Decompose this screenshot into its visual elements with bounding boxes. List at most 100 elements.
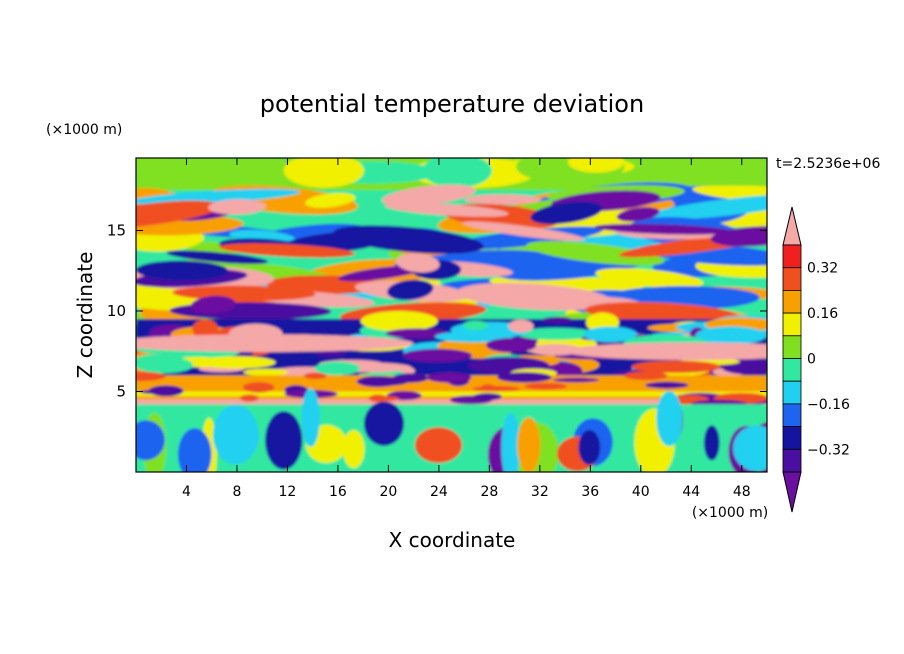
field-contour <box>497 372 552 383</box>
field-contour <box>578 429 601 465</box>
field-contour <box>136 158 176 172</box>
field-contour <box>462 221 585 241</box>
field-contour <box>139 389 183 395</box>
field-contour <box>239 394 259 402</box>
field-layer <box>136 391 767 397</box>
time-label: t=2.5236e+06 <box>776 156 880 172</box>
field-contour <box>542 316 573 324</box>
field-contour <box>463 320 488 331</box>
y-tick-label: 5 <box>116 382 126 400</box>
field-contour <box>414 427 463 464</box>
x-tick-label: 24 <box>430 484 448 500</box>
field-contour <box>473 393 502 401</box>
field-contour <box>524 382 567 390</box>
field-contour <box>342 430 365 469</box>
y-axis-label: Z coordinate <box>73 252 97 379</box>
y-axis-ticks: 5 10 15 <box>107 221 767 400</box>
colorbar-swatch <box>782 244 802 269</box>
field-contour <box>315 350 346 357</box>
colorbar-tick-label: −0.32 <box>807 442 850 458</box>
field-contour <box>595 268 704 288</box>
y-axis-unit: (×1000 m) <box>46 122 122 138</box>
field-contour <box>517 327 596 340</box>
field-contour <box>356 376 410 386</box>
x-tick-label: 8 <box>232 484 241 500</box>
colorbar-swatch <box>782 312 802 337</box>
field-contour <box>583 326 638 343</box>
x-tick-label: 20 <box>379 484 397 500</box>
plot-frame <box>135 157 768 473</box>
x-axis-label: X coordinate <box>389 528 516 552</box>
field-contour <box>686 158 750 177</box>
field-contour <box>530 201 603 225</box>
field-layer <box>136 399 767 405</box>
field-contour <box>402 348 473 363</box>
chart-title: potential temperature deviation <box>260 90 644 118</box>
colorbar-swatch <box>782 426 802 450</box>
field-contour <box>333 225 484 254</box>
field-contour <box>422 158 493 188</box>
field-contour <box>265 411 303 470</box>
field-contour <box>208 199 267 215</box>
x-tick-label: 36 <box>581 484 599 500</box>
colorbar-tick-label: 0.16 <box>807 306 838 322</box>
field-contour <box>733 425 767 472</box>
field-contour <box>395 253 440 273</box>
field-contour <box>136 200 221 230</box>
field-contour <box>508 319 534 333</box>
field-contour <box>136 353 187 371</box>
colorbar-bottom-arrow <box>782 471 802 513</box>
field-contour <box>136 420 165 461</box>
field-contour <box>456 282 612 311</box>
field-contour <box>304 372 327 380</box>
field-contour <box>136 371 166 382</box>
field-contour <box>177 428 212 472</box>
field-contour <box>197 356 276 369</box>
colorbar-swatch <box>782 335 802 359</box>
colorbar-tick-label: 0 <box>807 352 816 368</box>
field-contour <box>384 202 509 217</box>
field-contour <box>426 372 472 383</box>
field-contour <box>387 279 434 301</box>
x-axis-ticks: 4 8 12 16 20 24 28 32 36 40 44 48 <box>182 158 751 500</box>
colorbar-swatch <box>782 358 802 382</box>
field-contour <box>567 158 625 173</box>
field-contour <box>192 319 219 339</box>
x-tick-label: 16 <box>329 484 347 500</box>
colorbar-swatch <box>782 289 802 314</box>
field-contour <box>243 368 289 376</box>
field-contour <box>644 194 767 220</box>
field-contour <box>337 265 426 282</box>
field-contour <box>283 158 364 188</box>
field-contour <box>594 223 732 235</box>
x-tick-label: 28 <box>480 484 498 500</box>
x-tick-label: 48 <box>733 484 751 500</box>
colorbar-swatch <box>782 380 802 405</box>
colorbar-tick-label: −0.16 <box>807 397 850 413</box>
field-contour <box>472 386 521 392</box>
field-contour <box>451 226 604 250</box>
field-contour <box>434 331 513 343</box>
field-contour <box>304 192 356 208</box>
field-contour <box>360 310 438 332</box>
field-contour <box>363 401 405 446</box>
field-contour <box>501 412 521 472</box>
colorbar-tick-label: 0.32 <box>807 261 838 277</box>
x-tick-label: 4 <box>182 484 191 500</box>
field-contour <box>565 342 767 361</box>
colorbar-top-arrow <box>782 206 802 246</box>
field-contour <box>301 388 320 447</box>
y-tick-label: 10 <box>107 302 126 320</box>
field-contour <box>616 207 660 222</box>
x-tick-label: 44 <box>682 484 700 500</box>
field-contour <box>136 334 414 353</box>
field-contour <box>710 226 767 247</box>
y-tick-label: 15 <box>107 221 126 239</box>
field-contour <box>368 396 400 402</box>
field-contour <box>585 302 738 325</box>
field-contour <box>631 360 721 374</box>
field-contour <box>166 250 268 264</box>
field-contour <box>553 377 600 383</box>
x-tick-label: 40 <box>632 484 650 500</box>
